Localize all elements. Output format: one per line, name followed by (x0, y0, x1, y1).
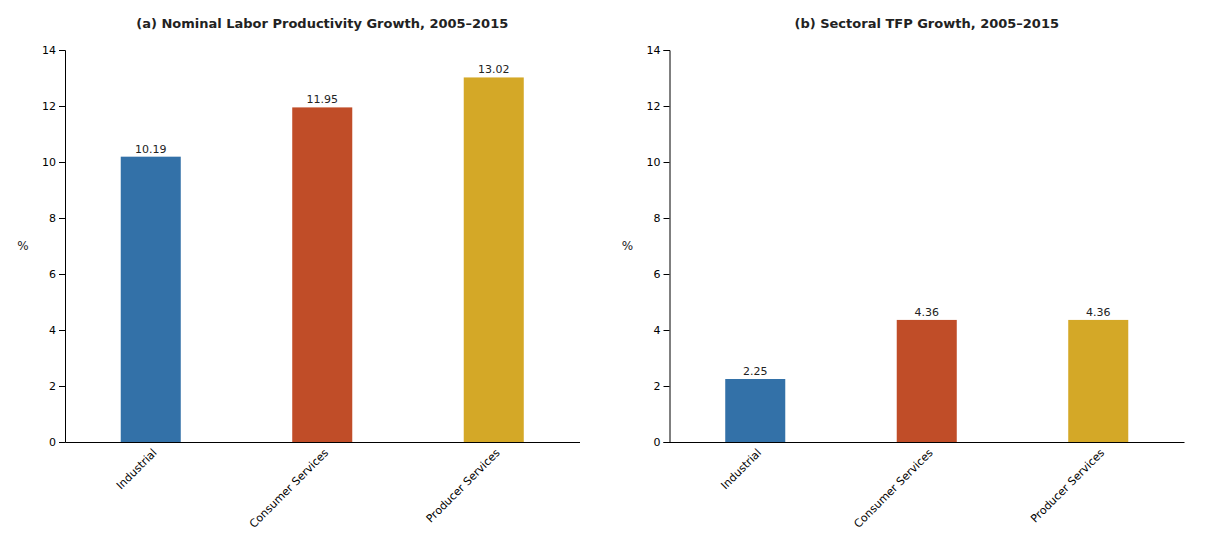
tick-mark (664, 218, 670, 219)
y-tick: 0 (654, 436, 670, 449)
bar (1068, 320, 1128, 442)
y-tick: 8 (49, 212, 65, 225)
x-tick: Industrial (718, 446, 764, 492)
y-tick: 10 (42, 156, 65, 169)
tick-mark (664, 386, 670, 387)
tick-label: 6 (654, 268, 661, 281)
tick-label: 4 (654, 324, 661, 337)
y-tick: 8 (654, 212, 670, 225)
tick-label: Consumer Services (852, 446, 936, 530)
title: (a) Nominal Labor Productivity Growth, 2… (136, 16, 508, 31)
tick-mark (59, 50, 65, 51)
tick-mark (59, 386, 65, 387)
tick-label: 10 (42, 156, 56, 169)
title: (b) Sectoral TFP Growth, 2005–2015 (794, 16, 1059, 31)
tick-label: 14 (42, 44, 56, 57)
y-tick: 4 (49, 324, 65, 337)
y-tick: 12 (647, 100, 670, 113)
axis-title: % (622, 239, 633, 253)
tick-mark (664, 106, 670, 107)
tick-mark (59, 330, 65, 331)
y-tick: 6 (49, 268, 65, 281)
bar (725, 379, 785, 442)
tick-label: 0 (654, 436, 661, 449)
y-tick: 10 (647, 156, 670, 169)
x-tick: Industrial (114, 446, 160, 492)
tick-label: 2 (49, 380, 56, 393)
x-tick: Producer Services (1028, 446, 1107, 525)
data-label: 2.25 (743, 365, 768, 378)
y-tick: 0 (49, 436, 65, 449)
x-tick: Consumer Services (247, 446, 331, 530)
tick-label: 0 (49, 436, 56, 449)
bars (725, 320, 1128, 442)
tick-label: 12 (42, 100, 56, 113)
bar (292, 107, 352, 442)
tick-mark (59, 106, 65, 107)
tick-label: Producer Services (1028, 446, 1107, 525)
tick-mark (664, 50, 670, 51)
tick-label: 12 (647, 100, 661, 113)
data-label: 13.02 (478, 63, 510, 76)
panel: 0 2 4 6 8 10 12 14 Industrial Consumer Services Pr… (17, 16, 580, 531)
tick-label: Industrial (718, 446, 764, 492)
axis-line (59, 51, 66, 443)
data-labels: 2.25 4.36 4.36 (743, 306, 1111, 378)
tick-mark (59, 442, 65, 443)
y-tick: 12 (42, 100, 65, 113)
bar (121, 157, 181, 442)
y-tick: 14 (42, 44, 65, 57)
bar (897, 320, 957, 442)
data-labels: 10.19 11.95 13.02 (135, 63, 510, 155)
tick-mark (664, 442, 670, 443)
x-axis: Industrial Consumer Services Producer Serv… (670, 443, 1185, 531)
tick-label: 10 (647, 156, 661, 169)
tick-label: 6 (49, 268, 56, 281)
tick-label: 2 (654, 380, 661, 393)
tick-label: 8 (49, 212, 56, 225)
tick-mark (664, 162, 670, 163)
axis-line (66, 442, 581, 443)
data-label: 4.36 (915, 306, 940, 319)
bar (464, 77, 524, 442)
y-tick: 14 (647, 44, 670, 57)
data-label: 4.36 (1086, 306, 1111, 319)
y-tick: 4 (654, 324, 670, 337)
y-axis: 0 2 4 6 8 10 12 14 (647, 44, 671, 449)
y-axis: 0 2 4 6 8 10 12 14 (42, 44, 66, 449)
panel: 0 2 4 6 8 10 12 14 Industrial Consumer Services Pr… (622, 16, 1185, 531)
tick-mark (59, 218, 65, 219)
tick-label: Consumer Services (247, 446, 331, 530)
x-axis: Industrial Consumer Services Producer Serv… (66, 443, 581, 531)
y-tick: 2 (654, 380, 670, 393)
tick-label: Industrial (114, 446, 160, 492)
y-tick: 6 (654, 268, 670, 281)
tick-label: 4 (49, 324, 56, 337)
x-tick: Consumer Services (852, 446, 936, 530)
figure: 0 2 4 6 8 10 12 14 Industrial Consumer Services Pr… (0, 0, 1209, 557)
axis-title: % (17, 239, 28, 253)
axis-line (664, 51, 671, 443)
tick-mark (664, 274, 670, 275)
data-label: 11.95 (307, 93, 339, 106)
bars (121, 77, 524, 442)
tick-mark (664, 330, 670, 331)
tick-mark (59, 274, 65, 275)
tick-label: 14 (647, 44, 661, 57)
y-tick: 2 (49, 380, 65, 393)
x-tick: Producer Services (424, 446, 503, 525)
data-label: 10.19 (135, 143, 167, 156)
axis-line (670, 442, 1185, 443)
tick-mark (59, 162, 65, 163)
tick-label: 8 (654, 212, 661, 225)
tick-label: Producer Services (424, 446, 503, 525)
